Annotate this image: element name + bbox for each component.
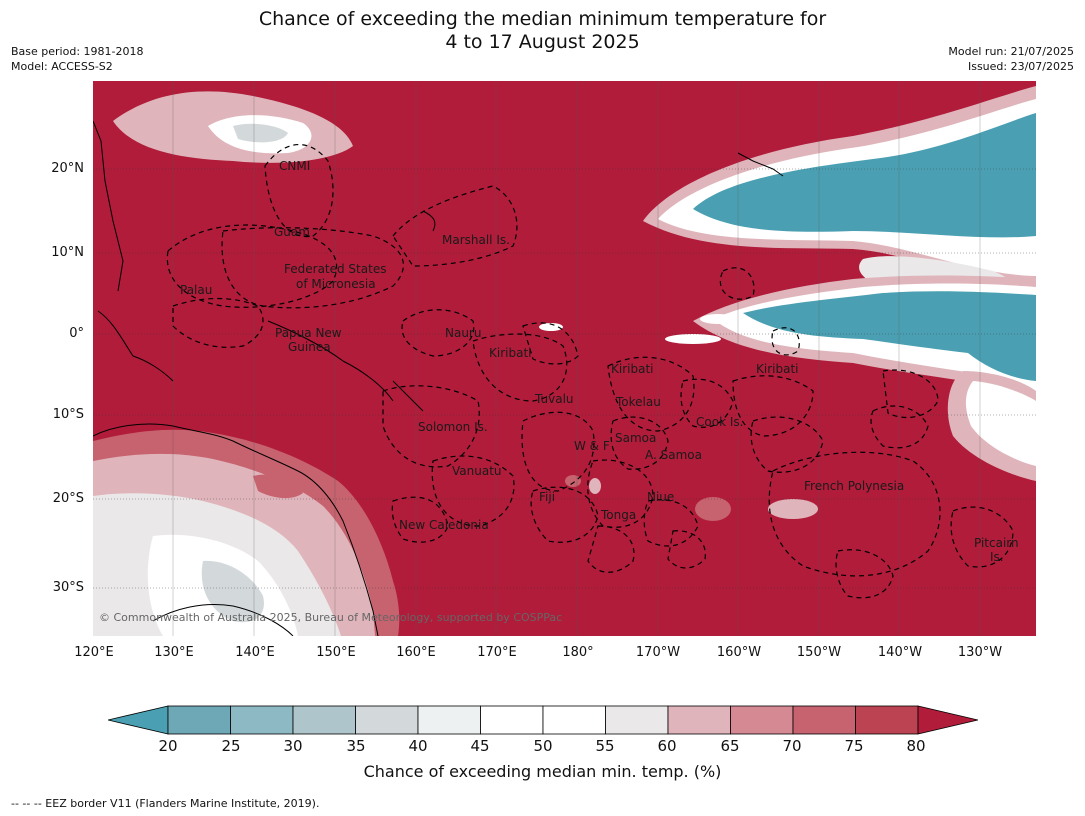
label-french-polynesia: French Polynesia: [804, 479, 904, 493]
colorbar-tick-55: 55: [595, 737, 615, 755]
latitude-lines: [93, 168, 1036, 589]
label-png-1: Papua New: [275, 326, 342, 340]
lon-tick-130e: 130°E: [154, 645, 194, 660]
lon-tick-150e: 150°E: [316, 645, 356, 660]
lon-tick-140e: 140°E: [235, 645, 275, 660]
title-line-2: 4 to 17 August 2025: [445, 31, 640, 53]
coastlines: [93, 120, 784, 636]
low-chance-australia: [93, 429, 400, 636]
label-nauru: Nauru: [445, 326, 481, 340]
colorbar-cell: [355, 705, 419, 735]
colorbar-cell: [230, 705, 294, 735]
lon-tick-120e: 120°E: [74, 645, 114, 660]
graticule: [172, 81, 981, 636]
colorbar-cells: [107, 705, 979, 735]
lon-tick-140w: 140°W: [877, 645, 923, 660]
colorbar-tick-45: 45: [470, 737, 490, 755]
base-period: Base period: 1981-2018: [11, 45, 144, 58]
colorbar-graphic: [107, 705, 979, 735]
colorbar: [107, 703, 979, 737]
colorbar-extend-low: [107, 705, 169, 735]
colorbar-cell: [542, 705, 606, 735]
label-png-2: Guinea: [288, 340, 331, 354]
lon-tick-130w: 130°W: [957, 645, 1003, 660]
eez-footnote: -- -- -- EEZ border V11 (Flanders Marine…: [11, 797, 320, 810]
colorbar-label: Chance of exceeding median min. temp. (%…: [363, 762, 722, 781]
eez-borders: [166, 144, 1014, 599]
label-samoa: Samoa: [615, 431, 656, 445]
label-american-samoa: A. Samoa: [645, 448, 702, 462]
label-cook: Cook Is.: [696, 415, 743, 429]
colorbar-cell: [855, 705, 919, 735]
lon-tick-160w: 160°W: [716, 645, 762, 660]
colorbar-cell: [167, 705, 231, 735]
label-marshall: Marshall Is.: [442, 233, 510, 247]
colorbar-cell: [730, 705, 794, 735]
low-chance-band-north: [643, 86, 1036, 304]
colorbar-cell: [605, 705, 669, 735]
label-fsm-2: of Micronesia: [296, 277, 376, 291]
lat-tick-10n: 10°N: [51, 245, 84, 260]
colorbar-cell: [292, 705, 356, 735]
label-niue: Niue: [647, 490, 674, 504]
label-wallis-futuna: W & F: [574, 439, 610, 453]
label-pitcairn-2: Is.: [990, 550, 1004, 564]
label-tuvalu: Tuvalu: [534, 392, 574, 406]
colorbar-tick-70: 70: [782, 737, 802, 755]
lat-tick-20n: 20°N: [51, 161, 84, 176]
lon-tick-180: 180°: [562, 645, 594, 660]
colorbar-tick-65: 65: [720, 737, 740, 755]
label-vanuatu: Vanuatu: [452, 464, 502, 478]
map-canvas: CNMI Guam Marshall Is. Federated States …: [93, 81, 1036, 636]
lon-tick-170w: 170°W: [635, 645, 681, 660]
label-kiribati-east: Kiribati: [756, 362, 798, 376]
colorbar-tick-30: 30: [283, 737, 303, 755]
label-kiribati-central: Kiribati: [611, 362, 653, 376]
label-guam: Guam: [274, 225, 310, 239]
label-tonga: Tonga: [600, 508, 636, 522]
lat-tick-30s: 30°S: [52, 580, 84, 595]
label-palau: Palau: [180, 283, 212, 297]
colorbar-tick-80: 80: [906, 737, 926, 755]
label-fsm-1: Federated States: [284, 262, 386, 276]
low-chance-band-central: [693, 275, 1036, 421]
lat-tick-0: 0°: [69, 326, 84, 341]
lon-tick-150w: 150°W: [796, 645, 842, 660]
colorbar-tick-20: 20: [158, 737, 178, 755]
colorbar-tick-60: 60: [657, 737, 677, 755]
lat-tick-10s: 10°S: [52, 407, 84, 422]
label-kiribati-west: Kiribati: [489, 346, 531, 360]
label-solomon: Solomon Is.: [418, 420, 488, 434]
colorbar-tick-35: 35: [346, 737, 366, 755]
lon-tick-160e: 160°E: [396, 645, 436, 660]
label-tokelau: Tokelau: [615, 395, 661, 409]
title-line-1: Chance of exceeding the median minimum t…: [258, 8, 827, 30]
low-chance-north-west: [113, 91, 353, 163]
lon-tick-170e: 170°E: [477, 645, 517, 660]
colorbar-extend-high: [917, 705, 979, 735]
issued-date: Issued: 23/07/2025: [967, 60, 1074, 73]
colorbar-tick-25: 25: [221, 737, 241, 755]
lat-tick-20s: 20°S: [52, 491, 84, 506]
colorbar-tick-50: 50: [533, 737, 553, 755]
model-name: Model: ACCESS-S2: [11, 60, 113, 73]
colorbar-tick-75: 75: [844, 737, 864, 755]
meta-right: Model run: 21/07/2025 Issued: 23/07/2025: [948, 44, 1074, 74]
colorbar-cell: [792, 705, 856, 735]
region-labels: CNMI Guam Marshall Is. Federated States …: [180, 159, 1019, 564]
forecast-map: CNMI Guam Marshall Is. Federated States …: [93, 81, 1036, 636]
colorbar-cell: [667, 705, 731, 735]
colorbar-cell: [417, 705, 481, 735]
label-fiji: Fiji: [539, 490, 555, 504]
copyright-text: © Commonwealth of Australia 2025, Bureau…: [99, 611, 562, 624]
colorbar-cell: [480, 705, 544, 735]
label-pitcairn-1: Pitcairn: [974, 536, 1019, 550]
model-run: Model run: 21/07/2025: [948, 45, 1074, 58]
label-cnmi: CNMI: [279, 159, 310, 173]
meta-left: Base period: 1981-2018 Model: ACCESS-S2: [11, 44, 143, 74]
scattered-patches: [539, 314, 1036, 521]
map-title: Chance of exceeding the median minimum t…: [0, 8, 1085, 54]
label-new-caledonia: New Caledonia: [399, 518, 489, 532]
colorbar-tick-40: 40: [408, 737, 428, 755]
